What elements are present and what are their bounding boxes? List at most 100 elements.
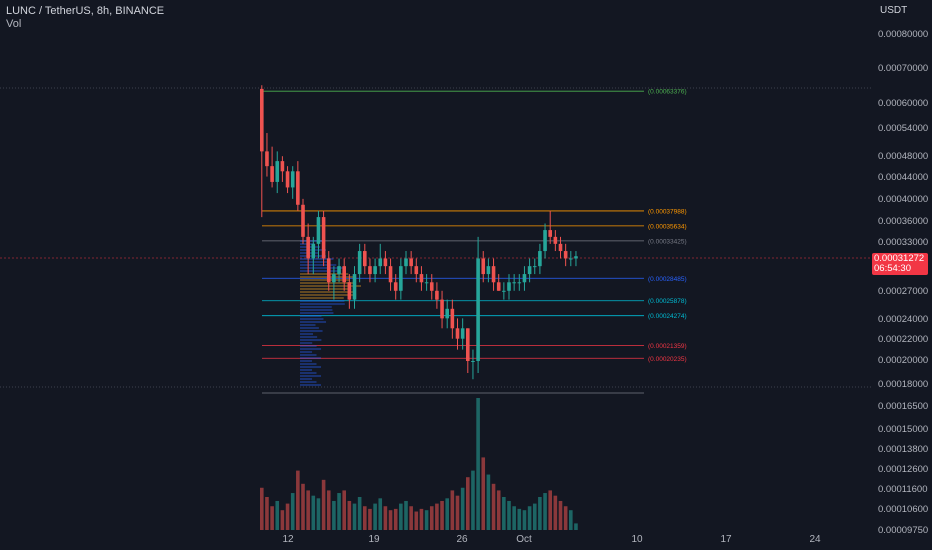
current-price-value: 0.00031272 bbox=[874, 253, 925, 264]
volume-bar bbox=[296, 470, 300, 530]
volume-bar bbox=[419, 508, 424, 530]
volume-profile-bar bbox=[300, 288, 352, 290]
fib-level-label: (0.00024274) bbox=[648, 313, 687, 320]
volume-bar bbox=[532, 503, 537, 530]
fib-level-label: (0.00021359) bbox=[648, 343, 687, 350]
volume-bar bbox=[517, 508, 522, 530]
volume-profile-bar bbox=[300, 360, 313, 362]
volume-profile-bar bbox=[300, 330, 323, 332]
volume-profile-bar bbox=[300, 312, 334, 314]
price-tick-label: 0.00060000 bbox=[878, 98, 929, 109]
volume-profile-bar bbox=[300, 300, 345, 302]
price-tick-label: 0.00024000 bbox=[878, 314, 929, 325]
price-tick-label: 0.00040000 bbox=[878, 194, 929, 205]
volume-profile-bar bbox=[300, 366, 322, 368]
volume-label[interactable]: Vol bbox=[6, 18, 22, 30]
price-tick-label: 0.00012600 bbox=[878, 464, 929, 475]
time-tick-label: Oct bbox=[516, 534, 532, 545]
volume-bar bbox=[522, 510, 527, 530]
candle-body bbox=[414, 266, 419, 275]
candle-body bbox=[373, 266, 377, 275]
volume-bar bbox=[558, 500, 563, 530]
fib-level-label: (0.00020235) bbox=[648, 356, 687, 363]
volume-bar bbox=[466, 477, 470, 530]
volume-bar bbox=[574, 523, 578, 530]
candle-body bbox=[429, 282, 434, 291]
candle-body bbox=[326, 258, 331, 283]
candle-body bbox=[306, 236, 310, 259]
volume-profile-bar bbox=[300, 291, 355, 293]
candle-body bbox=[548, 230, 552, 237]
price-tick-label: 0.00016500 bbox=[878, 401, 929, 412]
volume-bar bbox=[388, 510, 393, 530]
time-axis[interactable]: 12 19 26 Oct 10 17 24 bbox=[0, 530, 872, 550]
candle-body bbox=[285, 171, 290, 188]
volume-profile-bar bbox=[300, 363, 317, 365]
price-tick-label: 0.00080000 bbox=[878, 29, 929, 40]
volume-bar bbox=[290, 493, 295, 530]
fib-level-label: (0.00063376) bbox=[648, 89, 687, 96]
candle-body bbox=[337, 266, 341, 275]
price-axis[interactable]: USDT 0.00080000 0.00070000 0.00060000 0.000… bbox=[872, 0, 932, 550]
volume-profile-bar bbox=[300, 345, 317, 347]
candle-body bbox=[352, 274, 357, 300]
volume-bar bbox=[481, 457, 486, 530]
volume-bar bbox=[512, 506, 516, 530]
volume-bar bbox=[378, 498, 383, 530]
candle-body bbox=[440, 299, 444, 319]
candle-body bbox=[496, 282, 501, 291]
candlestick-chart[interactable]: (0.00063376) (0.00037988) (0.00035634) (0.0… bbox=[0, 0, 872, 530]
candle-body bbox=[517, 282, 522, 284]
price-tick-label: 0.00033000 bbox=[878, 237, 929, 248]
volume-profile-bar bbox=[300, 264, 337, 266]
volume-profile-bar bbox=[300, 279, 350, 281]
volume-bar bbox=[337, 493, 341, 530]
volume-bar bbox=[491, 483, 496, 530]
symbol-title[interactable]: LUNC / TetherUS, 8h, BINANCE bbox=[6, 5, 165, 17]
volume-profile-bar bbox=[300, 384, 321, 386]
volume-bar bbox=[342, 490, 346, 530]
volume-bar bbox=[368, 508, 372, 530]
volume-profile-bar bbox=[300, 339, 322, 341]
volume-bar bbox=[363, 506, 367, 530]
volume-bar bbox=[440, 500, 444, 530]
candle-body bbox=[527, 266, 532, 275]
time-tick-label: 19 bbox=[368, 534, 380, 545]
volume-profile-bar bbox=[300, 273, 349, 275]
volume-bar bbox=[270, 506, 274, 530]
time-tick-label: 12 bbox=[282, 534, 294, 545]
volume-profile-bar bbox=[300, 318, 324, 320]
volume-profile-bar bbox=[300, 309, 333, 311]
volume-bar bbox=[486, 474, 491, 530]
volume-bar bbox=[553, 495, 558, 530]
volume-profile-bar bbox=[300, 327, 319, 329]
volume-bar bbox=[538, 497, 542, 530]
candle-body bbox=[316, 217, 321, 244]
volume-profile-bar bbox=[300, 333, 314, 335]
volume-bar bbox=[352, 503, 357, 530]
volume-bar bbox=[316, 498, 321, 530]
candle-body bbox=[393, 282, 398, 291]
price-tick-label: 0.00048000 bbox=[878, 151, 929, 162]
volume-profile-bar bbox=[300, 342, 313, 344]
time-tick-label: 24 bbox=[809, 534, 821, 545]
volume-profile-bar bbox=[300, 357, 322, 359]
candle-body bbox=[512, 282, 516, 284]
candle-body bbox=[388, 266, 393, 283]
price-tick-label: 0.00070000 bbox=[878, 63, 929, 74]
fib-level-label: (0.00035634) bbox=[648, 223, 687, 230]
candle-body bbox=[378, 258, 383, 267]
chart-area[interactable]: (0.00063376) (0.00037988) (0.00035634) (0.0… bbox=[0, 0, 872, 530]
candle-body bbox=[543, 230, 547, 252]
price-tick-label: 0.00054000 bbox=[878, 123, 929, 134]
volume-bar bbox=[548, 490, 552, 530]
volume-bar bbox=[502, 497, 506, 530]
volume-bar bbox=[399, 503, 403, 530]
price-tick-label: 0.00036000 bbox=[878, 216, 929, 227]
volume-profile-bar bbox=[300, 369, 313, 371]
volume-bar bbox=[543, 493, 547, 530]
volume-profile-bar bbox=[300, 303, 345, 305]
candle-body bbox=[553, 236, 558, 244]
candle-body bbox=[363, 251, 367, 267]
candle-body bbox=[347, 282, 352, 300]
